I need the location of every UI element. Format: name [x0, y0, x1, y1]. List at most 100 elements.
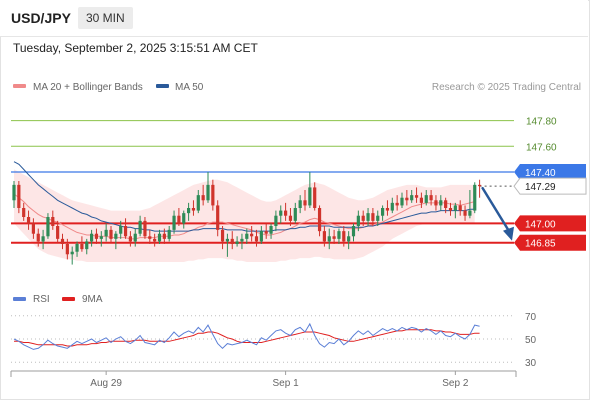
candle-body — [264, 231, 268, 234]
rsi-tick-30: 30 — [525, 358, 537, 369]
ma20-legend-swatch — [13, 84, 26, 88]
rsi-tick-70: 70 — [525, 312, 537, 323]
chart-header: USD/JPY 30 MIN — [0, 0, 588, 37]
candle-body — [216, 205, 220, 230]
candle — [395, 195, 399, 211]
target-label-147.60: 147.60 — [526, 142, 557, 153]
candle — [259, 226, 263, 244]
candle-body — [196, 195, 200, 211]
candle — [322, 226, 326, 247]
candle-body — [453, 205, 457, 211]
candle — [138, 215, 142, 237]
candle — [206, 172, 210, 203]
candle — [114, 231, 118, 250]
candle — [327, 228, 331, 250]
credit-text: Research © 2025 Trading Central — [432, 82, 581, 93]
candle-body — [36, 233, 40, 242]
candle-body — [245, 233, 249, 239]
candle — [211, 179, 215, 211]
rsi-legend-label: RSI — [33, 294, 50, 305]
candle — [264, 223, 268, 239]
candle — [65, 238, 69, 260]
candle — [60, 233, 65, 250]
candle-body — [337, 231, 341, 239]
candle — [99, 231, 103, 247]
candle-body — [225, 238, 229, 242]
candle-body — [172, 215, 176, 230]
candle — [351, 223, 356, 242]
candle — [157, 229, 162, 244]
candle-body — [414, 195, 419, 198]
candle — [109, 226, 113, 243]
candle-body — [128, 236, 132, 242]
candle — [448, 202, 453, 216]
candle-body — [123, 226, 128, 237]
candle — [453, 202, 457, 219]
candle-body — [153, 238, 157, 242]
candle-body — [109, 229, 113, 239]
candle-body — [332, 236, 336, 239]
candle — [385, 200, 390, 216]
candle-body — [157, 233, 162, 242]
candle-body — [327, 236, 331, 242]
candle — [473, 182, 477, 214]
candle-body — [99, 236, 103, 239]
candle-body — [322, 231, 326, 242]
ma9-legend-label: 9MA — [82, 294, 103, 305]
candle-body — [167, 229, 171, 239]
timeframe-button[interactable]: 30 MIN — [78, 7, 133, 29]
candle — [371, 208, 375, 226]
candle-body — [41, 236, 45, 242]
rsi-line — [13, 322, 480, 350]
support-label-146.85-tag: 146.85 — [514, 234, 586, 251]
candle — [31, 218, 35, 239]
candle-body — [448, 208, 453, 211]
candle — [143, 217, 147, 239]
candle — [240, 233, 244, 250]
candle-body — [473, 184, 477, 211]
candle — [201, 184, 205, 206]
candle-body — [385, 208, 390, 211]
candle — [376, 210, 380, 226]
candle — [288, 208, 293, 226]
candle — [41, 229, 45, 250]
candle-body — [361, 215, 365, 221]
candle-body — [65, 244, 69, 255]
candle-body — [463, 210, 467, 216]
candle — [123, 218, 128, 239]
candle — [284, 202, 288, 221]
candle — [458, 200, 462, 216]
candle-body — [133, 233, 137, 242]
candle — [220, 226, 225, 250]
candle — [94, 228, 99, 244]
ma50-legend-label: MA 50 — [175, 82, 204, 93]
forecast-arrow-head — [503, 226, 514, 241]
candle-body — [162, 233, 166, 239]
candle-body — [342, 231, 346, 242]
level-lines-layer — [11, 120, 514, 244]
candle-body — [303, 200, 307, 206]
candle — [424, 190, 428, 206]
candle — [250, 226, 254, 242]
time-axis: Aug 29 Sep 1 Sep 2 — [10, 370, 517, 389]
candle — [410, 190, 414, 203]
rsi-tick-50: 50 — [525, 335, 537, 346]
candle — [332, 229, 336, 244]
candle — [230, 231, 234, 250]
time-tick-label: Aug 29 — [90, 378, 122, 389]
candle-body — [293, 208, 297, 221]
time-tick-label: Sep 2 — [442, 378, 469, 389]
candle — [434, 195, 438, 211]
candle — [51, 210, 55, 230]
candle-body — [317, 208, 322, 232]
candle — [444, 197, 448, 214]
support-label-147.00: 147.00 — [525, 219, 556, 230]
candle — [279, 205, 283, 224]
candle — [225, 233, 229, 257]
candle — [317, 205, 322, 237]
pivot-label-147.40-bg — [514, 164, 586, 180]
ma9-legend-swatch — [62, 297, 75, 301]
target-label-147.80: 147.80 — [526, 117, 557, 128]
candle — [85, 238, 89, 255]
candle-body — [259, 231, 263, 242]
